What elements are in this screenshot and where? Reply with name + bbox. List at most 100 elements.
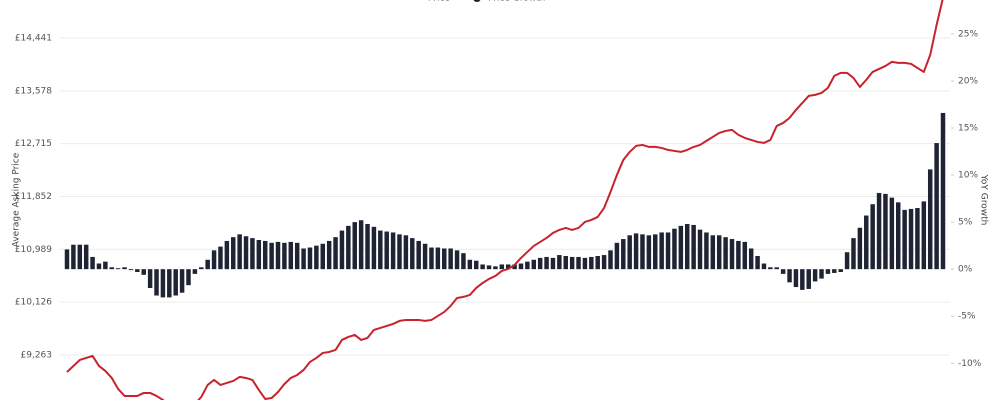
bar <box>557 255 562 270</box>
bar <box>454 250 460 270</box>
bar <box>902 209 907 270</box>
bar <box>486 265 492 270</box>
plot-area <box>64 0 946 400</box>
bar <box>646 235 652 270</box>
legend-label: Price Growth <box>488 0 545 4</box>
y-tick-label: £12,715 <box>15 139 52 149</box>
bar <box>109 267 114 270</box>
bar <box>403 235 409 270</box>
y2-tick-label: 5% <box>958 218 973 228</box>
price-line <box>66 0 944 400</box>
bar <box>921 201 927 270</box>
y-tick-label: £10,126 <box>15 298 52 308</box>
bar <box>736 240 741 270</box>
bar <box>915 208 920 270</box>
bar <box>659 232 664 270</box>
bar <box>199 267 204 270</box>
bar <box>633 233 639 270</box>
y-tick-label: £11,852 <box>15 192 52 202</box>
y2-tick-label: 25% <box>958 29 978 39</box>
bar <box>832 269 837 273</box>
bar <box>748 248 754 270</box>
bar <box>96 263 102 270</box>
bar <box>608 250 613 270</box>
bar <box>857 227 863 270</box>
bar <box>883 193 888 270</box>
bar <box>544 256 549 270</box>
bar <box>77 244 83 270</box>
bar <box>499 264 505 270</box>
bar <box>563 256 568 270</box>
bar <box>269 242 274 270</box>
bar <box>684 224 690 270</box>
bar <box>205 259 210 270</box>
bar <box>672 228 677 270</box>
axes: £9,263 £10,126 £10,989 £11,852 £12,715 £13,57… <box>15 29 982 368</box>
bar <box>838 269 843 272</box>
y2-axis-title: YoY Growth <box>979 174 989 226</box>
bar <box>237 234 242 270</box>
bar <box>704 232 709 270</box>
bar <box>90 256 95 270</box>
bar <box>768 267 773 270</box>
bar <box>307 247 313 270</box>
y2-tick-label: 20% <box>958 76 978 86</box>
bar <box>653 234 658 270</box>
bar <box>640 234 645 270</box>
bar <box>422 243 428 270</box>
bar <box>710 235 716 270</box>
bar <box>378 230 383 270</box>
bar <box>595 256 600 270</box>
bar <box>231 237 236 270</box>
bar <box>870 204 875 270</box>
bar <box>358 220 364 270</box>
bar <box>927 169 933 270</box>
bar <box>825 269 831 274</box>
bar <box>135 269 140 272</box>
bar <box>262 240 268 270</box>
bar <box>742 241 748 270</box>
bar <box>480 264 485 270</box>
bar <box>211 250 217 270</box>
bar <box>851 238 856 270</box>
bar <box>774 267 779 270</box>
bar <box>665 232 671 270</box>
bar <box>819 269 824 279</box>
bar <box>505 264 511 270</box>
bar <box>103 261 108 270</box>
bar <box>793 269 799 288</box>
bar <box>128 269 134 271</box>
bar <box>71 244 76 270</box>
y-tick-label: £9,263 <box>21 350 53 360</box>
bar <box>333 237 338 270</box>
bar <box>365 224 370 270</box>
bar <box>397 234 402 270</box>
legend-label: Price <box>428 0 450 4</box>
bar <box>691 224 696 270</box>
bar <box>352 222 357 270</box>
bar <box>531 259 537 270</box>
bar <box>761 263 767 270</box>
bar <box>435 247 441 270</box>
bar <box>896 202 901 270</box>
bar <box>243 236 249 270</box>
bar <box>576 256 581 270</box>
bar <box>525 261 530 270</box>
bar <box>147 269 153 288</box>
bar <box>844 252 850 270</box>
bar <box>429 247 434 270</box>
bar <box>614 242 620 270</box>
bar <box>256 240 262 270</box>
bar <box>288 241 294 270</box>
bar <box>339 230 345 270</box>
bar <box>83 244 89 270</box>
bar <box>800 269 805 290</box>
y-tick-label: £13,578 <box>15 86 52 96</box>
bar <box>461 253 466 270</box>
bar <box>889 197 895 270</box>
y2-tick-label: 15% <box>958 124 978 134</box>
bar <box>806 269 811 289</box>
bar <box>186 269 191 286</box>
bar <box>723 237 728 270</box>
